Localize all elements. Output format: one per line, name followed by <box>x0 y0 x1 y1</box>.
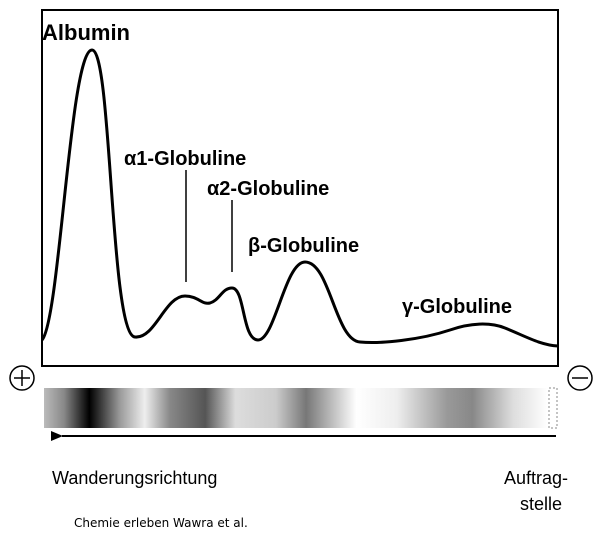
anode <box>10 366 34 390</box>
credit: Chemie erleben Wawra et al. <box>74 516 248 530</box>
electrophoresis-diagram: Albumin α1-Globuline α2-Globuline β-Glob… <box>0 0 594 538</box>
gel-strip <box>44 388 548 428</box>
application-slot <box>549 388 557 428</box>
direction-label: Wanderungsrichtung <box>52 468 217 488</box>
origin-label: Auftrag- <box>504 468 568 488</box>
origin-label: stelle <box>520 494 562 514</box>
label: α1-Globuline <box>124 148 246 170</box>
label: α2-Globuline <box>207 178 329 200</box>
label: Albumin <box>42 20 130 45</box>
label: γ-Globuline <box>402 296 512 318</box>
label: β-Globuline <box>248 235 359 257</box>
cathode <box>568 366 592 390</box>
